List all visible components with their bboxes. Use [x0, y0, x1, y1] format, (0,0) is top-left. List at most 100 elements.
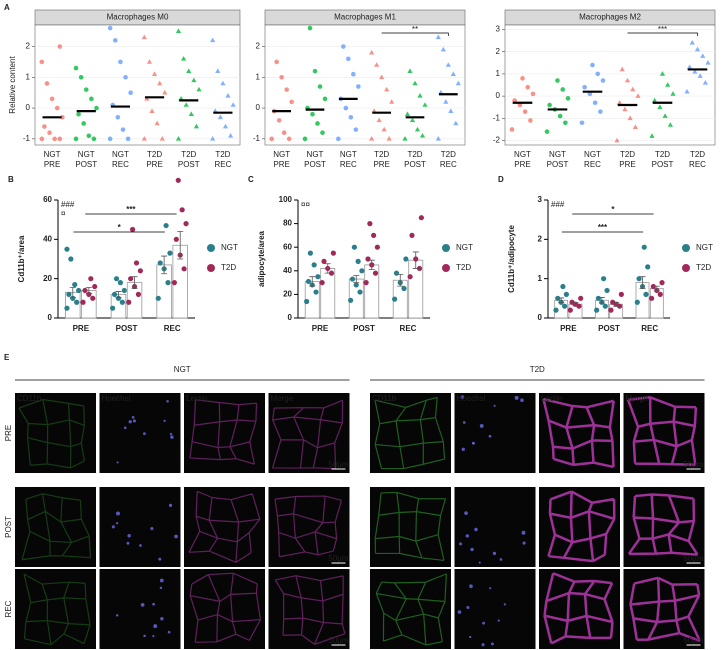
nucleus [115, 614, 119, 617]
note: ### [61, 200, 75, 209]
data-point [665, 82, 671, 87]
data-point [649, 133, 655, 138]
data-point [60, 115, 65, 120]
data-point [315, 274, 321, 280]
error-bar [613, 301, 620, 307]
legend-swatch [442, 244, 450, 252]
nucleus [488, 434, 492, 438]
y-tick-label: 0 [496, 91, 501, 100]
data-point [39, 136, 45, 142]
data-point [112, 38, 118, 43]
data-point [319, 280, 325, 286]
x-tick-label: T2D [374, 150, 389, 159]
data-point [369, 49, 375, 55]
data-point [569, 299, 575, 305]
legend-label: T2D [696, 263, 711, 272]
data-point [374, 62, 380, 67]
data-point [392, 296, 398, 302]
micrograph [370, 487, 451, 567]
channel-label: Lectin [541, 394, 562, 403]
data-point [154, 120, 160, 126]
error-bar [397, 273, 404, 287]
significance-label: * [118, 223, 122, 232]
nucleus [465, 534, 470, 538]
legend-label: NGT [456, 243, 473, 252]
group-label: NGT [174, 365, 191, 374]
data-point [220, 80, 226, 86]
data-point [175, 136, 182, 141]
data-point [68, 256, 74, 262]
data-point [89, 96, 94, 102]
x-tick-label: REC [689, 160, 706, 169]
data-point [641, 244, 647, 250]
data-point [181, 266, 187, 272]
data-point [317, 84, 323, 89]
data-point [579, 120, 585, 126]
data-point [73, 136, 79, 142]
data-point [560, 87, 566, 92]
facet-title: Macrophages M1 [334, 13, 396, 22]
nucleus [143, 634, 146, 638]
scale-bar-label: 50µm [683, 636, 704, 645]
data-point [627, 115, 633, 121]
data-point [183, 102, 189, 107]
channel-label: Merge [271, 394, 294, 403]
data-point [113, 276, 120, 282]
data-point [407, 68, 413, 73]
y-tick-label: 2 [496, 47, 501, 56]
legend-label: NGT [221, 243, 238, 252]
y-tick-label: 3 [496, 25, 501, 34]
nucleus [469, 635, 472, 639]
y-tick-label: 1 [256, 72, 261, 81]
nucleus [503, 603, 507, 606]
data-point [351, 244, 357, 250]
data-point [94, 105, 99, 111]
error-bar [558, 297, 565, 304]
data-point [374, 244, 380, 250]
data-point [659, 71, 666, 76]
data-point [91, 136, 97, 142]
data-point [111, 291, 118, 297]
data-point [692, 68, 698, 74]
data-point [422, 102, 428, 107]
data-point [389, 99, 395, 104]
data-point [363, 280, 369, 286]
data-point [650, 283, 656, 290]
x-tick-label: NGT [549, 150, 566, 159]
data-point [528, 118, 533, 123]
row-label: REC [4, 600, 13, 617]
nucleus [169, 432, 173, 436]
data-point [643, 291, 649, 297]
x-tick-label: PRE [373, 160, 389, 169]
data-point [320, 130, 325, 135]
plot-panel [504, 24, 716, 146]
data-point [632, 124, 638, 130]
y-tick-label: 0 [288, 313, 293, 322]
x-tick-label: NGT [307, 150, 324, 159]
y-tick-label: 1 [26, 72, 31, 81]
y-axis-label: Cd11b⁺/area [17, 235, 26, 282]
nucleus [497, 619, 500, 622]
data-point [135, 291, 142, 297]
nucleus [493, 404, 496, 407]
data-point [64, 246, 70, 252]
data-point [557, 113, 563, 119]
data-point [157, 80, 163, 86]
data-point [315, 121, 320, 126]
data-point [321, 258, 327, 264]
data-point [44, 81, 50, 86]
data-point [645, 264, 651, 270]
x-tick-label: POST [353, 324, 375, 333]
nucleus [462, 421, 466, 424]
data-point [578, 295, 584, 301]
data-point [336, 136, 341, 142]
data-point [126, 299, 132, 305]
x-tick-label: T2D [655, 150, 670, 159]
y-tick-label: 1 [496, 69, 501, 78]
nucleus [489, 587, 492, 590]
micrograph [15, 393, 96, 473]
data-point [72, 281, 78, 288]
facet-title: Macrophages M2 [579, 13, 641, 22]
nucleus [514, 395, 519, 400]
nucleus [116, 511, 120, 516]
